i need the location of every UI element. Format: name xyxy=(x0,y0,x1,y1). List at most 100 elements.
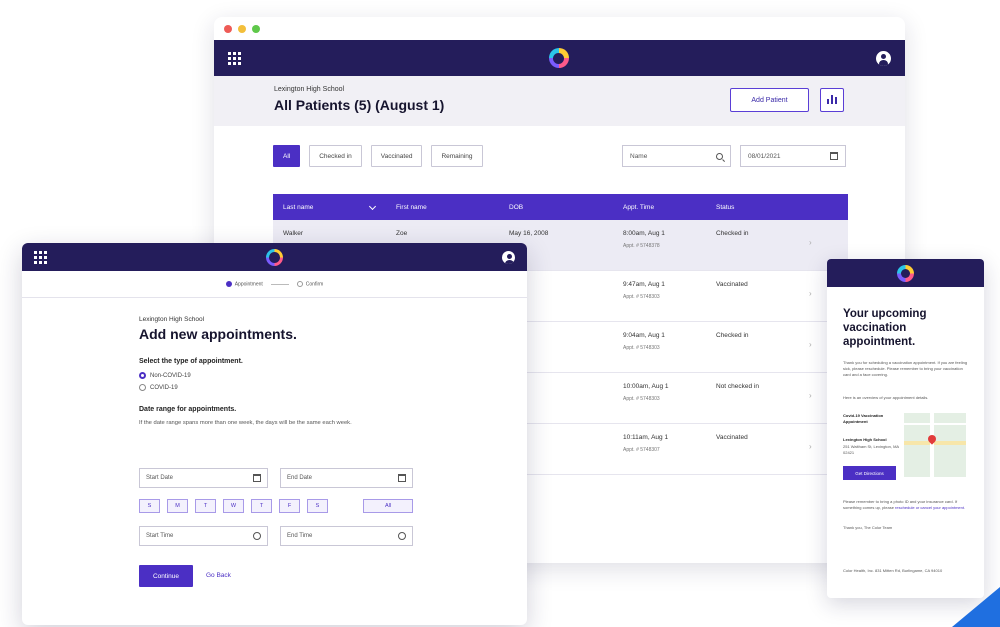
col-first-name[interactable]: First name xyxy=(396,204,427,211)
go-back-link[interactable]: Go Back xyxy=(206,572,231,579)
status-filters: All Checked in Vaccinated Remaining xyxy=(273,145,483,167)
chevron-right-icon[interactable]: › xyxy=(809,238,812,247)
add-patient-button[interactable]: Add Patient xyxy=(730,88,809,112)
range-help-text: If the date range spans more than one we… xyxy=(139,420,352,426)
form-title: Add new appointments. xyxy=(139,326,297,342)
search-icon xyxy=(716,152,723,160)
continue-button[interactable]: Continue xyxy=(139,565,193,587)
apps-grid-icon[interactable] xyxy=(34,250,47,264)
start-time-placeholder: Start Time xyxy=(146,533,174,539)
cell-appt-time: 10:11am, Aug 1 xyxy=(623,434,669,441)
clock-icon xyxy=(398,532,406,540)
cell-appt-time: 10:00am, Aug 1 xyxy=(623,383,669,390)
step-inactive-icon xyxy=(296,280,303,287)
clock-icon xyxy=(253,532,261,540)
close-dot-icon[interactable] xyxy=(224,24,232,33)
calendar-icon xyxy=(830,152,838,160)
app-topbar xyxy=(214,40,905,76)
day-all-button[interactable]: All xyxy=(363,499,413,513)
stats-chart-button[interactable] xyxy=(820,88,844,112)
map-thumbnail[interactable] xyxy=(904,413,966,477)
step-appointment[interactable]: Appointment xyxy=(225,280,263,287)
day-sunday[interactable]: S xyxy=(139,499,160,513)
chevron-right-icon[interactable]: › xyxy=(809,391,812,400)
cell-appt-number: Appt. # 5748303 xyxy=(623,396,660,402)
cell-appt-time: 9:47am, Aug 1 xyxy=(623,281,665,288)
email-title: Your upcoming vaccination appointment. xyxy=(843,308,927,349)
end-time-field[interactable]: End Time xyxy=(280,526,413,546)
type-heading: Select the type of appointment. xyxy=(139,358,243,365)
cell-status: Vaccinated xyxy=(716,281,748,288)
col-appt-time[interactable]: Appt. Time xyxy=(623,204,655,211)
calendar-icon xyxy=(398,474,406,482)
table-header: Last name First name DOB Appt. Time Stat… xyxy=(273,194,848,220)
date-picker[interactable]: 08/01/2021 xyxy=(740,145,846,167)
scheduler-topbar xyxy=(22,243,527,271)
page-header: Lexington High School All Patients (5) (… xyxy=(214,76,905,126)
email-location: Lexington High School xyxy=(843,437,887,442)
day-friday[interactable]: F xyxy=(279,499,300,513)
color-logo-icon[interactable] xyxy=(266,248,283,266)
chevron-right-icon[interactable]: › xyxy=(809,340,812,349)
color-logo-icon[interactable] xyxy=(548,48,569,68)
maximize-dot-icon[interactable] xyxy=(252,24,260,33)
cell-first-name: Zoe xyxy=(396,230,408,237)
sort-chevron-icon[interactable] xyxy=(368,202,377,211)
step-confirm[interactable]: Confirm xyxy=(296,280,323,287)
start-date-field[interactable]: Start Date xyxy=(139,468,268,488)
email-preview: Your upcoming vaccination appointment. T… xyxy=(827,259,984,598)
day-tuesday[interactable]: T xyxy=(195,499,216,513)
end-time-placeholder: End Time xyxy=(287,533,313,539)
apps-grid-icon[interactable] xyxy=(228,51,241,65)
filter-checked-in[interactable]: Checked in xyxy=(309,145,362,167)
radio-label: Non-COVID-19 xyxy=(150,372,191,379)
day-monday[interactable]: M xyxy=(167,499,188,513)
cell-status: Checked in xyxy=(716,230,749,237)
email-detail-label: Covid-19 Vaccination Appointment xyxy=(843,413,884,424)
email-details-heading: Here is an overview of your appointment … xyxy=(843,395,929,400)
day-wednesday[interactable]: W xyxy=(223,499,244,513)
end-date-field[interactable]: End Date xyxy=(280,468,413,488)
cell-appt-time: 9:04am, Aug 1 xyxy=(623,332,665,339)
day-thursday[interactable]: T xyxy=(251,499,272,513)
chevron-right-icon[interactable]: › xyxy=(809,442,812,451)
email-address: 251 Waltham St, Lexington, MA 02421 xyxy=(843,444,899,455)
email-contact: Please remember to bring a photo ID and … xyxy=(843,499,969,511)
filter-remaining[interactable]: Remaining xyxy=(431,145,483,167)
email-contact-text: Please remember to bring a photo ID and … xyxy=(843,499,958,510)
get-directions-button[interactable]: Get Directions xyxy=(843,466,896,480)
range-heading: Date range for appointments. xyxy=(139,406,237,413)
cell-appt-number: Appt. # 5748303 xyxy=(623,294,660,300)
school-name: Lexington High School xyxy=(139,316,205,323)
end-date-placeholder: End Date xyxy=(287,475,313,481)
color-logo-icon xyxy=(897,264,914,282)
reschedule-link[interactable]: reschedule or cancel your appointment. xyxy=(895,504,966,510)
radio-label: COVID-19 xyxy=(150,384,178,391)
cell-last-name: Walker xyxy=(283,230,303,237)
email-intro: Thank you for scheduling a vaccination a… xyxy=(843,360,968,377)
radio-covid[interactable]: COVID-19 xyxy=(139,384,419,391)
cell-appt-number: Appt. # 5748303 xyxy=(623,345,660,351)
chevron-right-icon[interactable]: › xyxy=(809,289,812,298)
corner-accent xyxy=(952,587,1000,627)
start-time-field[interactable]: Start Time xyxy=(139,526,268,546)
user-account-icon[interactable] xyxy=(502,250,515,264)
user-account-icon[interactable] xyxy=(876,50,891,66)
radio-unselected-icon xyxy=(139,384,146,391)
radio-non-covid[interactable]: Non-COVID-19 xyxy=(139,372,419,379)
search-input[interactable]: Name xyxy=(622,145,731,167)
minimize-dot-icon[interactable] xyxy=(238,24,246,33)
filter-vaccinated[interactable]: Vaccinated xyxy=(370,145,423,167)
calendar-icon xyxy=(253,474,261,482)
date-value: 08/01/2021 xyxy=(748,152,781,160)
col-dob[interactable]: DOB xyxy=(509,204,524,211)
cell-appt-time: 8:00am, Aug 1 xyxy=(623,230,665,237)
col-last-name[interactable]: Last name xyxy=(283,204,314,211)
filter-all[interactable]: All xyxy=(273,145,301,167)
cell-dob: May 16, 2008 xyxy=(509,230,549,237)
day-saturday[interactable]: S xyxy=(307,499,328,513)
col-status[interactable]: Status xyxy=(716,204,735,211)
weekday-selector: S M T W T F S xyxy=(139,499,328,513)
cell-status: Not checked in xyxy=(716,383,759,390)
email-signoff: Thank you, The Color Team xyxy=(843,525,893,530)
